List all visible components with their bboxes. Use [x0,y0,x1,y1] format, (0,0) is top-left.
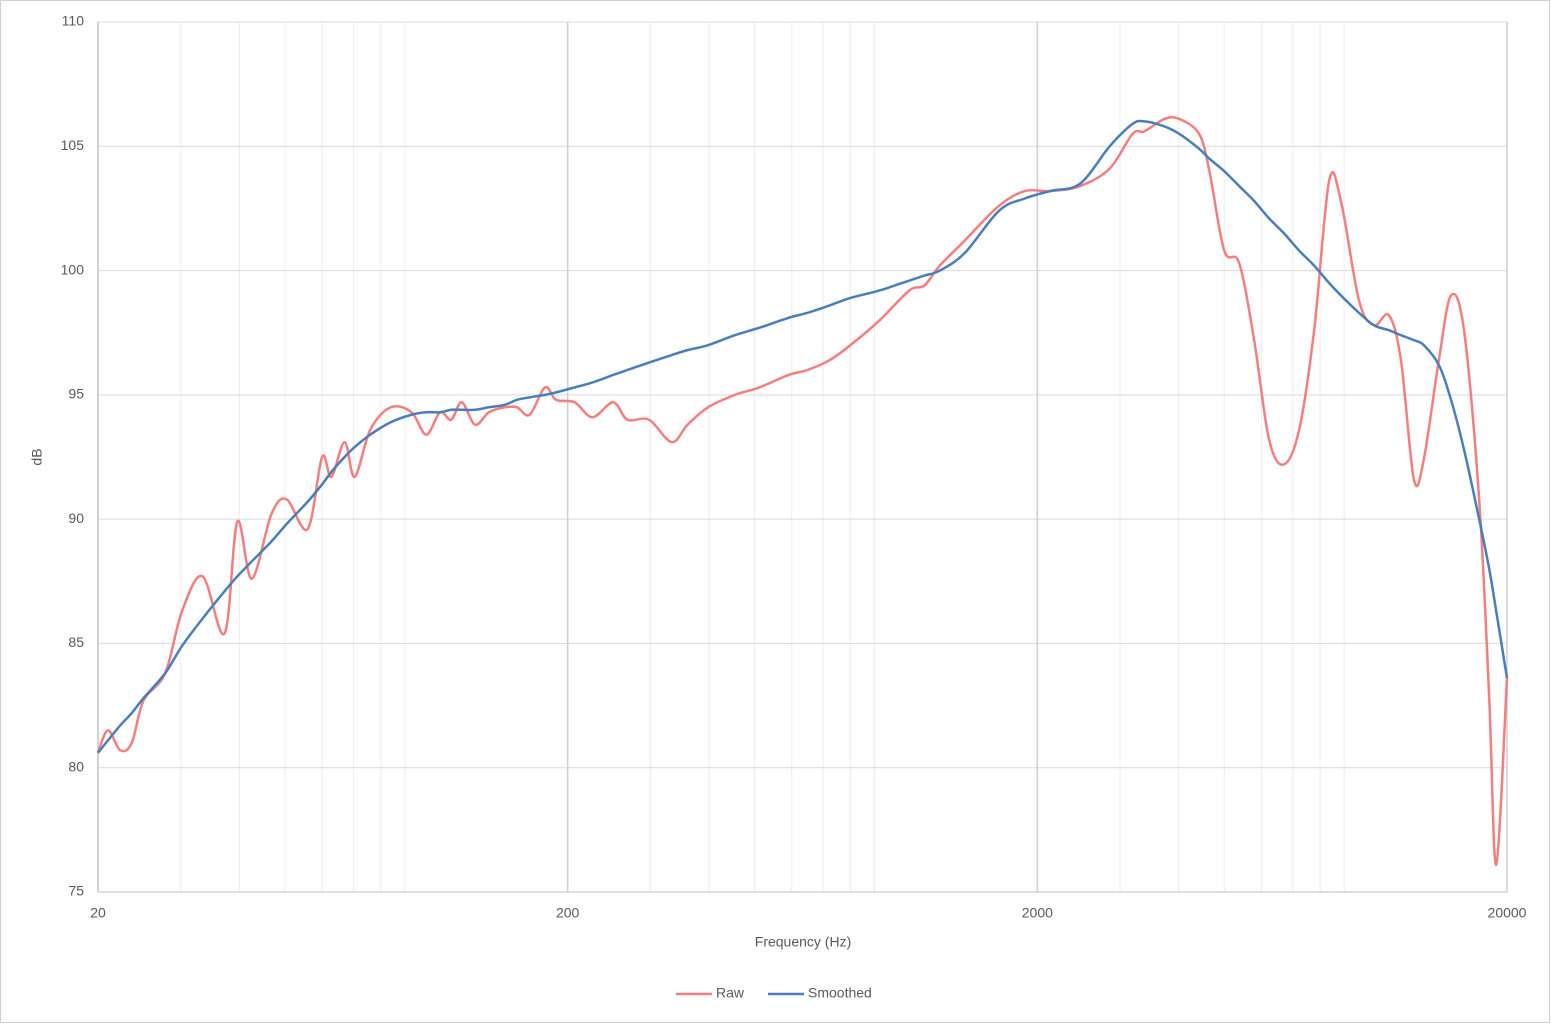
y-axis-label: dB [29,448,45,465]
y-tick-label: 90 [68,510,84,526]
legend-label: Raw [716,985,745,1001]
line-series [97,119,1509,754]
y-tick-label: 85 [68,634,84,650]
y-tick-label: 100 [61,261,85,277]
y-tick-label: 95 [68,386,84,402]
x-tick-label: 2000 [1022,905,1053,921]
x-tick-label: 20000 [1488,905,1527,921]
y-tick-label: 75 [68,883,84,899]
y-tick-label: 80 [68,758,84,774]
x-tick-label: 20 [90,905,106,921]
y-tick-label: 110 [62,13,85,29]
x-tick-label: 200 [556,905,580,921]
line-series [96,115,1509,866]
x-axis-label: Frequency (Hz) [755,934,851,950]
legend-label: Smoothed [808,985,872,1001]
y-tick-label: 105 [61,137,85,153]
